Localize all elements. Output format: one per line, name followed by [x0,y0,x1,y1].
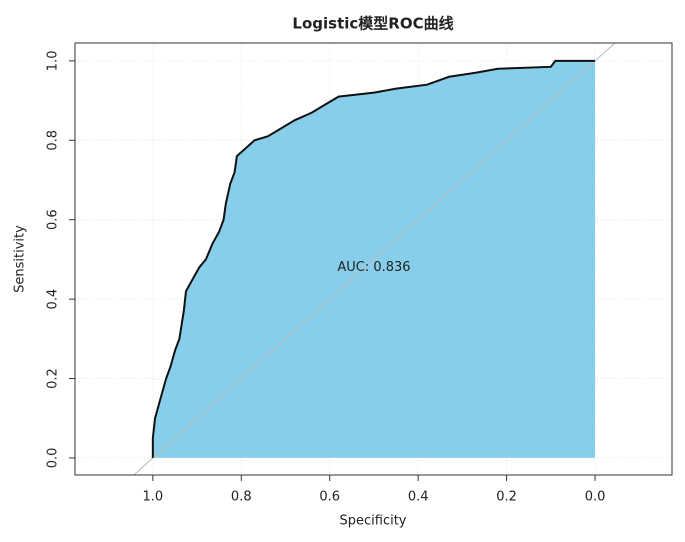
plot-area [75,43,672,475]
y-axis-label: Sensitivity [13,225,28,293]
x-tick-label: 0.2 [496,490,517,505]
y-tick-label: 0.4 [46,289,61,310]
x-tick-label: 0.8 [231,490,252,505]
y-tick-label: 0.0 [46,448,61,469]
chart-title: Logistic模型ROC曲线 [292,15,453,33]
y-tick-label: 1.0 [46,51,61,72]
y-tick-label: 0.6 [46,209,61,230]
chance-line [133,43,616,475]
y-tick-label: 0.8 [46,130,61,151]
plot-frame [74,42,673,476]
x-tick-label: 1.0 [142,490,163,505]
x-axis-label: Specificity [340,514,407,529]
x-tick-label: 0.0 [585,490,606,505]
auc-annotation: AUC: 0.836 [337,260,410,275]
x-tick-label: 0.6 [319,490,340,505]
x-tick-label: 0.4 [408,490,429,505]
roc-curve [151,59,596,458]
y-tick-label: 0.2 [46,368,61,389]
